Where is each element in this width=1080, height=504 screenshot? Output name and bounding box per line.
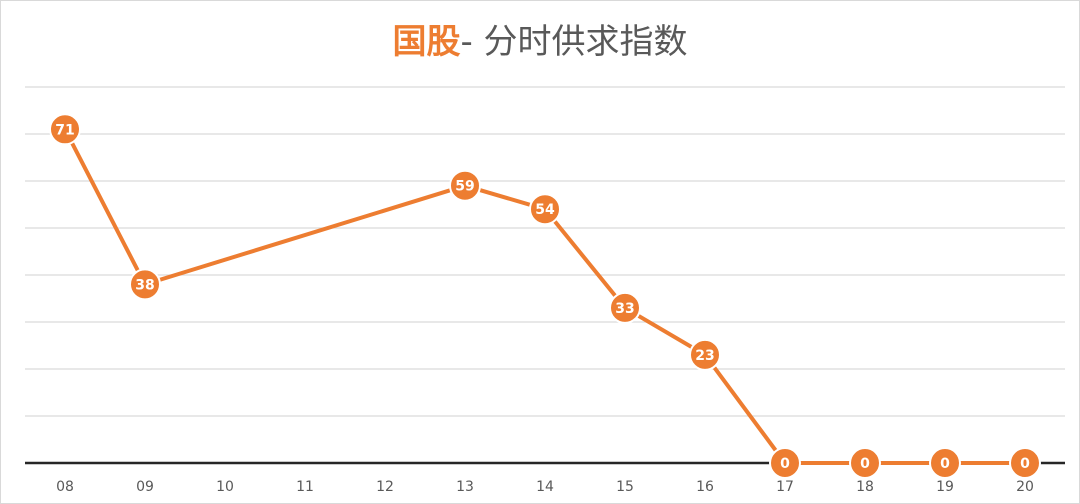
x-tick-label: 19 bbox=[936, 479, 954, 495]
data-label: 59 bbox=[455, 179, 474, 195]
data-label: 54 bbox=[535, 202, 555, 218]
x-tick-label: 18 bbox=[856, 479, 874, 495]
data-points: 71 38 59 54 33 23 0 0 0 0 bbox=[49, 113, 1041, 479]
data-label: 0 bbox=[860, 456, 870, 472]
x-tick-label: 11 bbox=[296, 479, 314, 495]
x-tick-label: 20 bbox=[1016, 479, 1034, 495]
gridlines bbox=[25, 86, 1065, 417]
x-tick-label: 16 bbox=[696, 479, 714, 495]
chart-title-rest: - 分时供求指数 bbox=[460, 22, 688, 62]
data-point bbox=[689, 338, 721, 371]
data-point bbox=[849, 447, 881, 479]
data-point bbox=[49, 113, 81, 146]
x-tick-label: 12 bbox=[376, 479, 394, 495]
data-point bbox=[769, 447, 801, 479]
x-tick-label: 08 bbox=[56, 479, 74, 495]
data-point bbox=[1009, 447, 1041, 479]
data-point bbox=[449, 169, 481, 202]
data-label: 23 bbox=[695, 348, 714, 364]
x-tick-label: 17 bbox=[776, 479, 794, 495]
series-line-0 bbox=[63, 127, 1027, 465]
data-label: 71 bbox=[55, 122, 74, 138]
data-label: 0 bbox=[780, 456, 790, 472]
chart-title-accent: 国股 bbox=[392, 22, 461, 62]
x-tick-label: 09 bbox=[136, 479, 154, 495]
data-point bbox=[929, 447, 961, 479]
data-point bbox=[529, 193, 561, 226]
data-point bbox=[609, 291, 641, 324]
x-tick-labels: 08 09 10 11 12 13 14 15 16 17 18 19 20 bbox=[56, 479, 1034, 495]
x-tick-label: 14 bbox=[536, 479, 554, 495]
x-tick-label: 13 bbox=[456, 479, 474, 495]
data-label: 38 bbox=[135, 277, 154, 293]
x-tick-label: 15 bbox=[616, 479, 634, 495]
data-label: 0 bbox=[940, 456, 950, 472]
x-tick-label: 10 bbox=[216, 479, 234, 495]
data-label: 33 bbox=[615, 301, 634, 317]
data-label: 0 bbox=[1020, 456, 1030, 472]
chart-title: 国股- 分时供求指数 bbox=[0, 18, 1080, 66]
data-point bbox=[129, 268, 161, 301]
series-layer bbox=[63, 127, 1027, 465]
